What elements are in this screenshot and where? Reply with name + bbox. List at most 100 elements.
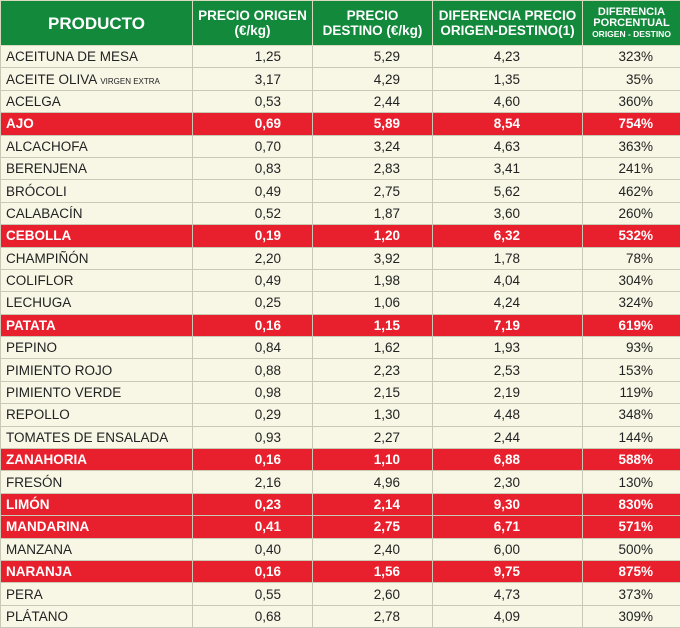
cell-text: PLÁTANO (6, 608, 69, 624)
table-row: BERENJENA 0,83 2,83 3,41 241% (0, 156, 680, 181)
cell-text: COLIFLOR (6, 273, 74, 289)
value-cell: 304% (582, 268, 680, 293)
product-cell: PIMIENTO ROJO (0, 358, 193, 382)
value-cell: 3,17 (192, 67, 313, 91)
value-cell: 4,96 (312, 470, 433, 494)
product-cell: AJO (0, 112, 193, 136)
value-cell: 2,75 (312, 179, 433, 203)
value-cell: 119% (582, 380, 680, 405)
value-cell: 1,25 (192, 44, 313, 69)
value-cell: 1,56 (312, 559, 433, 584)
value-cell: 3,60 (432, 201, 583, 226)
value-cell: 5,62 (432, 179, 583, 203)
value-cell: 2,23 (312, 358, 433, 382)
product-cell: MANDARINA (0, 515, 193, 539)
value-cell: 4,09 (432, 604, 583, 628)
value-cell: 830% (582, 492, 680, 517)
value-cell: 3,24 (312, 134, 433, 158)
value-cell: 0,49 (192, 268, 313, 293)
cell-subtext: VIRGEN EXTRA (100, 76, 160, 86)
value-cell: 2,27 (312, 425, 433, 450)
value-cell: 2,19 (432, 380, 583, 405)
product-cell: FRESÓN (0, 470, 193, 494)
value-cell: 3,92 (312, 246, 433, 270)
product-cell: PEPINO (0, 336, 193, 360)
table-row: BRÓCOLI 0,49 2,75 5,62 462% (0, 179, 680, 203)
column-header: DIFERENCIA PORCENTUAL ORIGEN - DESTINO (582, 0, 680, 46)
highlighted-row: NARANJA 0,16 1,56 9,75 875% (0, 559, 680, 584)
value-cell: 0,68 (192, 604, 313, 628)
cell-text: ZANAHORIA (6, 452, 87, 468)
value-cell: 9,75 (432, 559, 583, 584)
cell-text: PIMIENTO VERDE (6, 385, 122, 401)
value-cell: 2,75 (312, 515, 433, 539)
cell-text: MANDARINA (6, 519, 90, 535)
value-cell: 324% (582, 291, 680, 315)
table-row: TOMATES DE ENSALADA 0,93 2,27 2,44 144% (0, 425, 680, 450)
value-cell: 9,30 (432, 492, 583, 517)
cell-text: PIMIENTO ROJO (6, 362, 113, 378)
highlighted-row: CEBOLLA 0,19 1,20 6,32 532% (0, 224, 680, 248)
value-cell: 363% (582, 134, 680, 158)
product-cell: COLIFLOR (0, 268, 193, 293)
cell-text: ALCACHOFA (6, 138, 88, 154)
cell-text: MANZANA (6, 541, 73, 557)
value-cell: 6,00 (432, 537, 583, 561)
cell-subtext: ORIGEN - DESTINO (592, 29, 671, 39)
product-cell: CEBOLLA (0, 224, 193, 248)
product-cell: LIMÓN (0, 492, 193, 517)
value-cell: 2,30 (432, 470, 583, 494)
value-cell: 0,23 (192, 492, 313, 517)
product-cell: REPOLLO (0, 403, 193, 427)
value-cell: 571% (582, 515, 680, 539)
value-cell: 1,78 (432, 246, 583, 270)
value-cell: 1,35 (432, 67, 583, 91)
table-row: CALABACÍN 0,52 1,87 3,60 260% (0, 201, 680, 226)
product-cell: PATATA (0, 313, 193, 338)
header-row: PRODUCTO PRECIO ORIGEN (€/kg) PRECIO DESTI… (0, 0, 680, 46)
table-row: PEPINO 0,84 1,62 1,93 93% (0, 336, 680, 360)
value-cell: 619% (582, 313, 680, 338)
product-cell: LECHUGA (0, 291, 193, 315)
value-cell: 754% (582, 112, 680, 136)
value-cell: 0,40 (192, 537, 313, 561)
cell-text: PATATA (6, 317, 56, 333)
value-cell: 0,25 (192, 291, 313, 315)
value-cell: 0,16 (192, 559, 313, 584)
product-cell: ACEITUNA DE MESA (0, 44, 193, 69)
value-cell: 0,69 (192, 112, 313, 136)
cell-text: NARANJA (6, 564, 73, 580)
value-cell: 1,93 (432, 336, 583, 360)
product-cell: ALCACHOFA (0, 134, 193, 158)
cell-text: FRESÓN (6, 474, 63, 490)
cell-text: CALABACÍN (6, 205, 83, 221)
product-cell: ACELGA (0, 89, 193, 114)
column-header: PRECIO ORIGEN (€/kg) (192, 0, 313, 46)
value-cell: 2,60 (312, 582, 433, 606)
cell-text: PEPINO (6, 340, 58, 356)
cell-text: PRECIO ORIGEN (€/kg) (198, 8, 307, 38)
value-cell: 4,23 (432, 44, 583, 69)
product-cell: TOMATES DE ENSALADA (0, 425, 193, 450)
value-cell: 4,73 (432, 582, 583, 606)
highlighted-row: MANDARINA 0,41 2,75 6,71 571% (0, 515, 680, 539)
value-cell: 1,87 (312, 201, 433, 226)
table-row: REPOLLO 0,29 1,30 4,48 348% (0, 403, 680, 427)
value-cell: 1,30 (312, 403, 433, 427)
value-cell: 0,84 (192, 336, 313, 360)
table-row: COLIFLOR 0,49 1,98 4,04 304% (0, 268, 680, 293)
table-row: PLÁTANO 0,68 2,78 4,09 309% (0, 604, 680, 628)
value-cell: 2,53 (432, 358, 583, 382)
product-cell: PLÁTANO (0, 604, 193, 628)
value-cell: 0,16 (192, 313, 313, 338)
value-cell: 3,41 (432, 156, 583, 181)
value-cell: 6,71 (432, 515, 583, 539)
value-cell: 373% (582, 582, 680, 606)
cell-text: PRODUCTO (48, 13, 145, 33)
highlighted-row: PATATA 0,16 1,15 7,19 619% (0, 313, 680, 338)
cell-text: ACELGA (6, 93, 61, 109)
value-cell: 1,06 (312, 291, 433, 315)
value-cell: 2,78 (312, 604, 433, 628)
product-cell: MANZANA (0, 537, 193, 561)
value-cell: 2,14 (312, 492, 433, 517)
